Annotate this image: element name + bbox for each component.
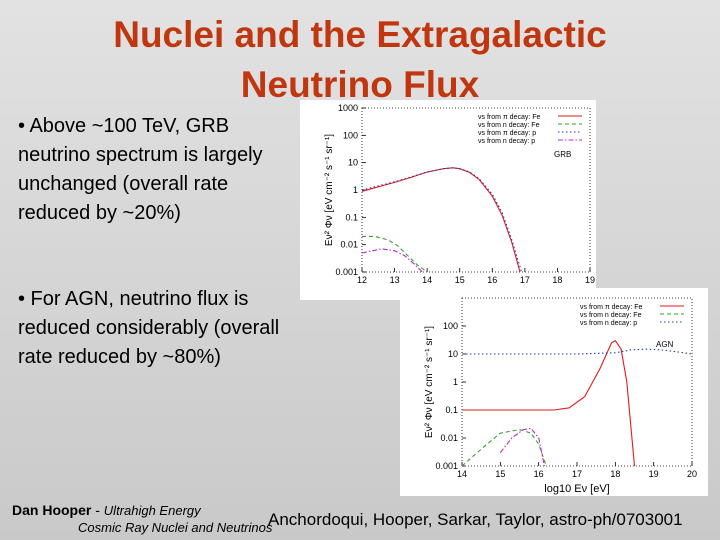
agn-chart: 0.001 0.01 0.1 1 10 100 14 15 16 17 18 19 20 log10 Eν… [424, 297, 697, 495]
footer-reference: Anchordoqui, Hooper, Sarkar, Taylor, ast… [268, 510, 683, 529]
x-tick-label-6: 18 [552, 275, 562, 285]
y-tick-label-0: 0.001 [435, 461, 458, 471]
legend-label-0: νs from π decay: Fe [478, 114, 541, 121]
legend-label-1: νs from n decay: Fe [580, 312, 642, 319]
legend-label-3: νs from n decay: p [478, 138, 535, 145]
footer-author: Dan Hooper [12, 502, 92, 518]
y-tick-label-1: 0.01 [440, 433, 458, 443]
grb-plot: 0.0010.010.111010010001213141516171819lo… [300, 100, 596, 300]
series-line-0 [462, 339, 636, 467]
footer-author-line: Dan Hooper - Ultrahigh Energy [12, 502, 201, 518]
y-tick-label-2: 0.1 [345, 212, 358, 222]
title-line-1: Nuclei and the Extragalactic [113, 14, 607, 55]
x-tick-label-3: 17 [572, 469, 582, 479]
footer-separator: - [91, 502, 104, 518]
y-tick-label-5: 100 [343, 130, 358, 140]
y-tick-label-4: 10 [448, 349, 458, 359]
bullet-agn: • For AGN, neutrino flux is reduced cons… [18, 288, 280, 368]
panel-label: AGN [656, 340, 674, 349]
panel-label: GRB [554, 150, 571, 159]
y-tick-label-0: 0.001 [335, 267, 358, 277]
x-tick-label-5: 17 [520, 275, 530, 285]
legend-label-1: νs from n decay: Fe [478, 122, 540, 129]
x-tick-label-2: 14 [422, 275, 432, 285]
legend-label-2: νs from n decay: p [580, 320, 637, 327]
footer-talk-line1: Ultrahigh Energy [103, 503, 201, 518]
footer-talk-line2: Cosmic Ray Nuclei and Neutrinos [78, 520, 273, 535]
x-tick-label-0: 12 [357, 275, 367, 285]
legend-label-0: νs from π decay: Fe [580, 304, 643, 311]
x-tick-label-1: 15 [495, 469, 505, 479]
series-line-2 [462, 348, 693, 355]
series-line-2 [361, 167, 523, 273]
x-tick-label-6: 20 [687, 469, 697, 479]
series-line-3 [361, 248, 423, 273]
legend-label-2: νs from π decay: p [478, 130, 536, 137]
x-axis-label: log10 Eν [eV] [544, 483, 609, 495]
x-tick-label-4: 18 [610, 469, 620, 479]
bullet-grb: • Above ~100 TeV, GRB neutrino spectrum … [18, 115, 263, 224]
x-tick-label-1: 13 [390, 275, 400, 285]
plot-frame [461, 297, 693, 467]
y-tick-label-6: 1000 [338, 103, 358, 113]
x-tick-label-2: 16 [534, 469, 544, 479]
y-tick-label-3: 1 [353, 185, 358, 195]
x-tick-label-7: 19 [585, 275, 595, 285]
slide-title: Nuclei and the Extragalactic Neutrino Fl… [0, 10, 720, 110]
x-tick-label-3: 15 [455, 275, 465, 285]
agn-plot: 0.001 0.01 0.1 1 10 100 14 15 16 17 18 19 20 log10 Eν… [400, 288, 708, 496]
series-line-3 [499, 427, 545, 467]
x-tick-label-4: 16 [487, 275, 497, 285]
plot-frame [361, 107, 591, 273]
y-axis-label: Eν² Φν [eV cm⁻² s⁻¹ sr⁻¹] [424, 326, 435, 438]
y-tick-label-4: 10 [348, 158, 358, 168]
y-axis-label: Eν² Φν [eV cm⁻² s⁻¹ sr⁻¹] [324, 134, 335, 246]
grb-chart: 0.0010.010.111010010001213141516171819lo… [324, 103, 595, 300]
series-line-1 [362, 235, 428, 273]
title-line-2: Neutrino Flux [240, 64, 480, 105]
x-tick-label-0: 14 [457, 469, 467, 479]
x-tick-label-5: 19 [649, 469, 659, 479]
series-line-1 [461, 429, 547, 467]
y-tick-label-1: 0.01 [340, 240, 358, 250]
y-tick-label-3: 1 [453, 377, 458, 387]
series-line-0 [361, 167, 521, 273]
y-tick-label-5: 100 [443, 321, 458, 331]
y-tick-label-2: 0.1 [445, 405, 458, 415]
